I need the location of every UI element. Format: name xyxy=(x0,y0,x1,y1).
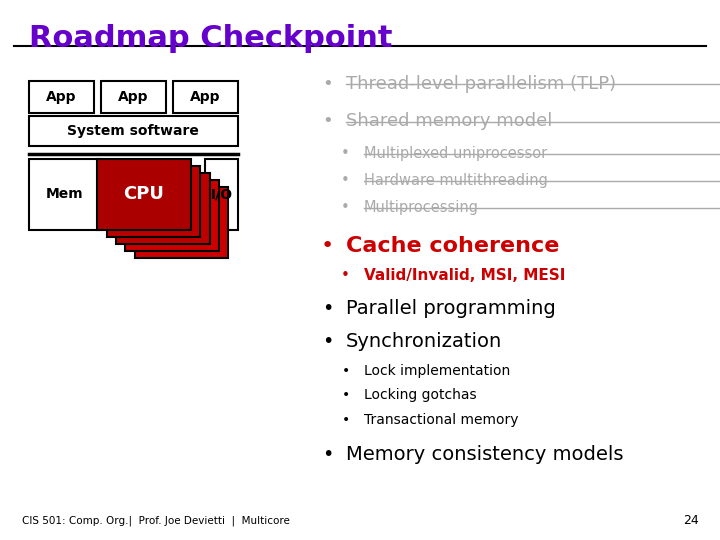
Text: Synchronization: Synchronization xyxy=(346,332,502,351)
Text: Cache coherence: Cache coherence xyxy=(346,235,559,256)
Text: •: • xyxy=(322,445,333,464)
Text: Roadmap Checkpoint: Roadmap Checkpoint xyxy=(29,24,392,53)
Text: •: • xyxy=(341,268,350,283)
Text: 24: 24 xyxy=(683,514,698,526)
FancyBboxPatch shape xyxy=(125,180,219,251)
Text: •: • xyxy=(322,299,333,319)
FancyBboxPatch shape xyxy=(29,116,238,146)
FancyBboxPatch shape xyxy=(29,81,94,113)
FancyBboxPatch shape xyxy=(97,159,191,230)
Text: Valid/Invalid, MSI, MESI: Valid/Invalid, MSI, MESI xyxy=(364,268,565,283)
Text: Multiplexed uniprocessor: Multiplexed uniprocessor xyxy=(364,146,547,161)
Text: •: • xyxy=(323,112,333,131)
Text: Shared memory model: Shared memory model xyxy=(346,112,552,131)
FancyBboxPatch shape xyxy=(173,81,238,113)
Text: System software: System software xyxy=(67,124,199,138)
Text: •: • xyxy=(341,413,350,427)
Text: CPU: CPU xyxy=(124,185,164,204)
Text: I/O: I/O xyxy=(210,187,233,201)
Text: •: • xyxy=(341,364,350,378)
Text: App: App xyxy=(190,90,220,104)
FancyBboxPatch shape xyxy=(116,173,210,244)
Text: Lock implementation: Lock implementation xyxy=(364,364,510,378)
Text: Multiprocessing: Multiprocessing xyxy=(364,200,479,215)
Text: Mem: Mem xyxy=(46,187,84,201)
FancyBboxPatch shape xyxy=(107,166,200,237)
FancyBboxPatch shape xyxy=(205,159,238,230)
Text: Transactional memory: Transactional memory xyxy=(364,413,518,427)
Text: CIS 501: Comp. Org.|  Prof. Joe Devietti  |  Multicore: CIS 501: Comp. Org.| Prof. Joe Devietti … xyxy=(22,516,289,526)
Text: •: • xyxy=(321,235,334,256)
FancyBboxPatch shape xyxy=(135,187,228,258)
Text: Locking gotchas: Locking gotchas xyxy=(364,388,476,402)
Text: App: App xyxy=(118,90,148,104)
FancyBboxPatch shape xyxy=(101,81,166,113)
Text: •: • xyxy=(323,75,333,93)
Text: Hardware multithreading: Hardware multithreading xyxy=(364,173,547,188)
Text: Thread-level parallelism (TLP): Thread-level parallelism (TLP) xyxy=(346,75,616,93)
Text: Memory consistency models: Memory consistency models xyxy=(346,445,623,464)
Text: •: • xyxy=(341,388,350,402)
FancyBboxPatch shape xyxy=(29,159,101,230)
Text: •: • xyxy=(322,332,333,351)
Text: •: • xyxy=(341,173,350,188)
Text: •: • xyxy=(341,146,350,161)
Text: Parallel programming: Parallel programming xyxy=(346,299,555,319)
Text: •: • xyxy=(341,200,350,215)
Text: App: App xyxy=(46,90,76,104)
